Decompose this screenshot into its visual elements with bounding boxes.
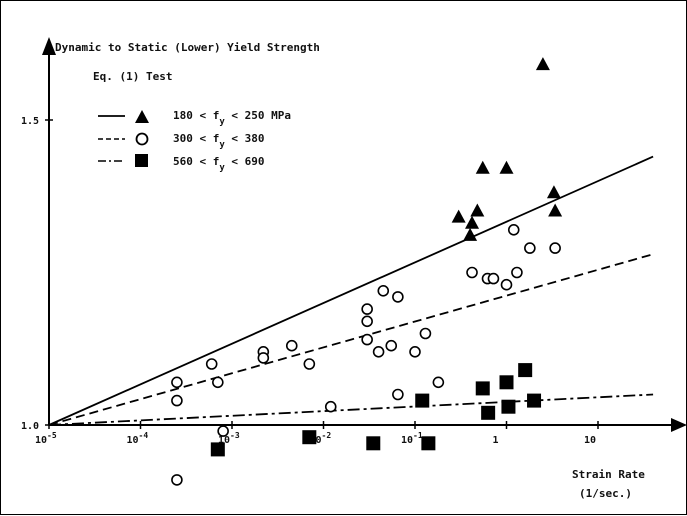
point-mid-17: [392, 388, 404, 401]
point-mid-2: [171, 474, 183, 486]
x-tick-label-4: 10-1: [401, 431, 423, 446]
x-axis-arrow: [671, 418, 687, 432]
legend: Eq. (1) Test 180 < fy < 250 MPa 300 < fy…: [93, 70, 291, 173]
y-tick-label-1: 1.5: [21, 116, 39, 127]
legend-label-high: 560 < fy < 690: [173, 155, 265, 173]
point-low-0: [451, 209, 466, 223]
point-mid-24: [487, 272, 500, 285]
point-high-6: [481, 405, 496, 420]
point-mid-19: [409, 345, 421, 358]
x-tick-label-0: 10-5: [35, 431, 57, 446]
point-mid-25: [500, 278, 513, 291]
point-high-3: [415, 393, 430, 408]
point-high-2: [366, 436, 381, 451]
x-axis-unit: (1/sec.): [579, 487, 632, 500]
x-axis-title: Strain Rate: [572, 468, 645, 481]
point-mid-11: [361, 303, 373, 315]
fit-lines: [48, 155, 654, 426]
point-mid-22: [466, 266, 478, 279]
point-mid-9: [303, 358, 316, 370]
point-low-1: [463, 227, 478, 241]
point-high-7: [499, 375, 514, 390]
legend-label-low: 180 < fy < 250 MPa: [173, 109, 291, 127]
point-mid-0: [171, 394, 183, 407]
legend-circle-marker: [135, 132, 149, 146]
point-mid-26: [507, 224, 520, 236]
point-mid-1: [171, 376, 183, 389]
point-mid-12: [361, 315, 373, 328]
point-mid-16: [385, 339, 398, 352]
point-low-8: [548, 203, 563, 217]
y-tick-label-2: 1.0: [21, 421, 39, 432]
point-high-1: [302, 430, 317, 445]
point-mid-27: [511, 266, 523, 279]
point-mid-29: [549, 242, 561, 254]
y-axis-title: Dynamic to Static (Lower) Yield Strength: [55, 41, 320, 54]
point-mid-28: [524, 242, 536, 254]
point-low-3: [470, 203, 485, 217]
y-axis-arrow: [42, 37, 56, 55]
point-low-4: [475, 160, 490, 174]
point-mid-18: [392, 291, 404, 303]
fit-line-low: [48, 155, 654, 426]
legend-triangle-marker: [135, 110, 149, 123]
point-mid-10: [324, 400, 337, 413]
point-mid-8: [285, 339, 298, 352]
point-mid-14: [372, 345, 385, 358]
point-high-9: [518, 363, 533, 378]
point-mid-21: [432, 376, 445, 389]
data-points: [171, 57, 563, 486]
fit-line-high: [48, 393, 654, 426]
x-tick-label-6: 10: [584, 435, 596, 446]
point-high-4: [421, 436, 436, 451]
point-mid-5: [217, 425, 229, 437]
legend-label-mid: 300 < fy < 380: [173, 132, 265, 150]
point-mid-20: [419, 327, 432, 340]
point-mid-4: [212, 376, 224, 389]
legend-square-marker: [135, 154, 148, 167]
point-low-7: [546, 185, 561, 199]
point-high-10: [527, 393, 542, 408]
point-mid-13: [361, 333, 373, 346]
point-high-5: [475, 381, 490, 396]
point-low-2: [465, 215, 480, 229]
point-mid-3: [205, 358, 218, 370]
x-tick-label-1: 10-4: [127, 431, 149, 446]
point-low-5: [499, 160, 514, 174]
x-tick-label-5: 1: [493, 435, 499, 446]
point-high-0: [210, 442, 225, 457]
point-mid-7: [257, 352, 270, 364]
x-tick-label-2: 10-3: [218, 431, 240, 446]
point-low-6: [535, 57, 550, 71]
point-mid-15: [377, 284, 390, 297]
point-high-8: [501, 399, 516, 414]
legend-header: Eq. (1) Test: [93, 70, 172, 83]
fit-line-mid: [48, 253, 654, 426]
